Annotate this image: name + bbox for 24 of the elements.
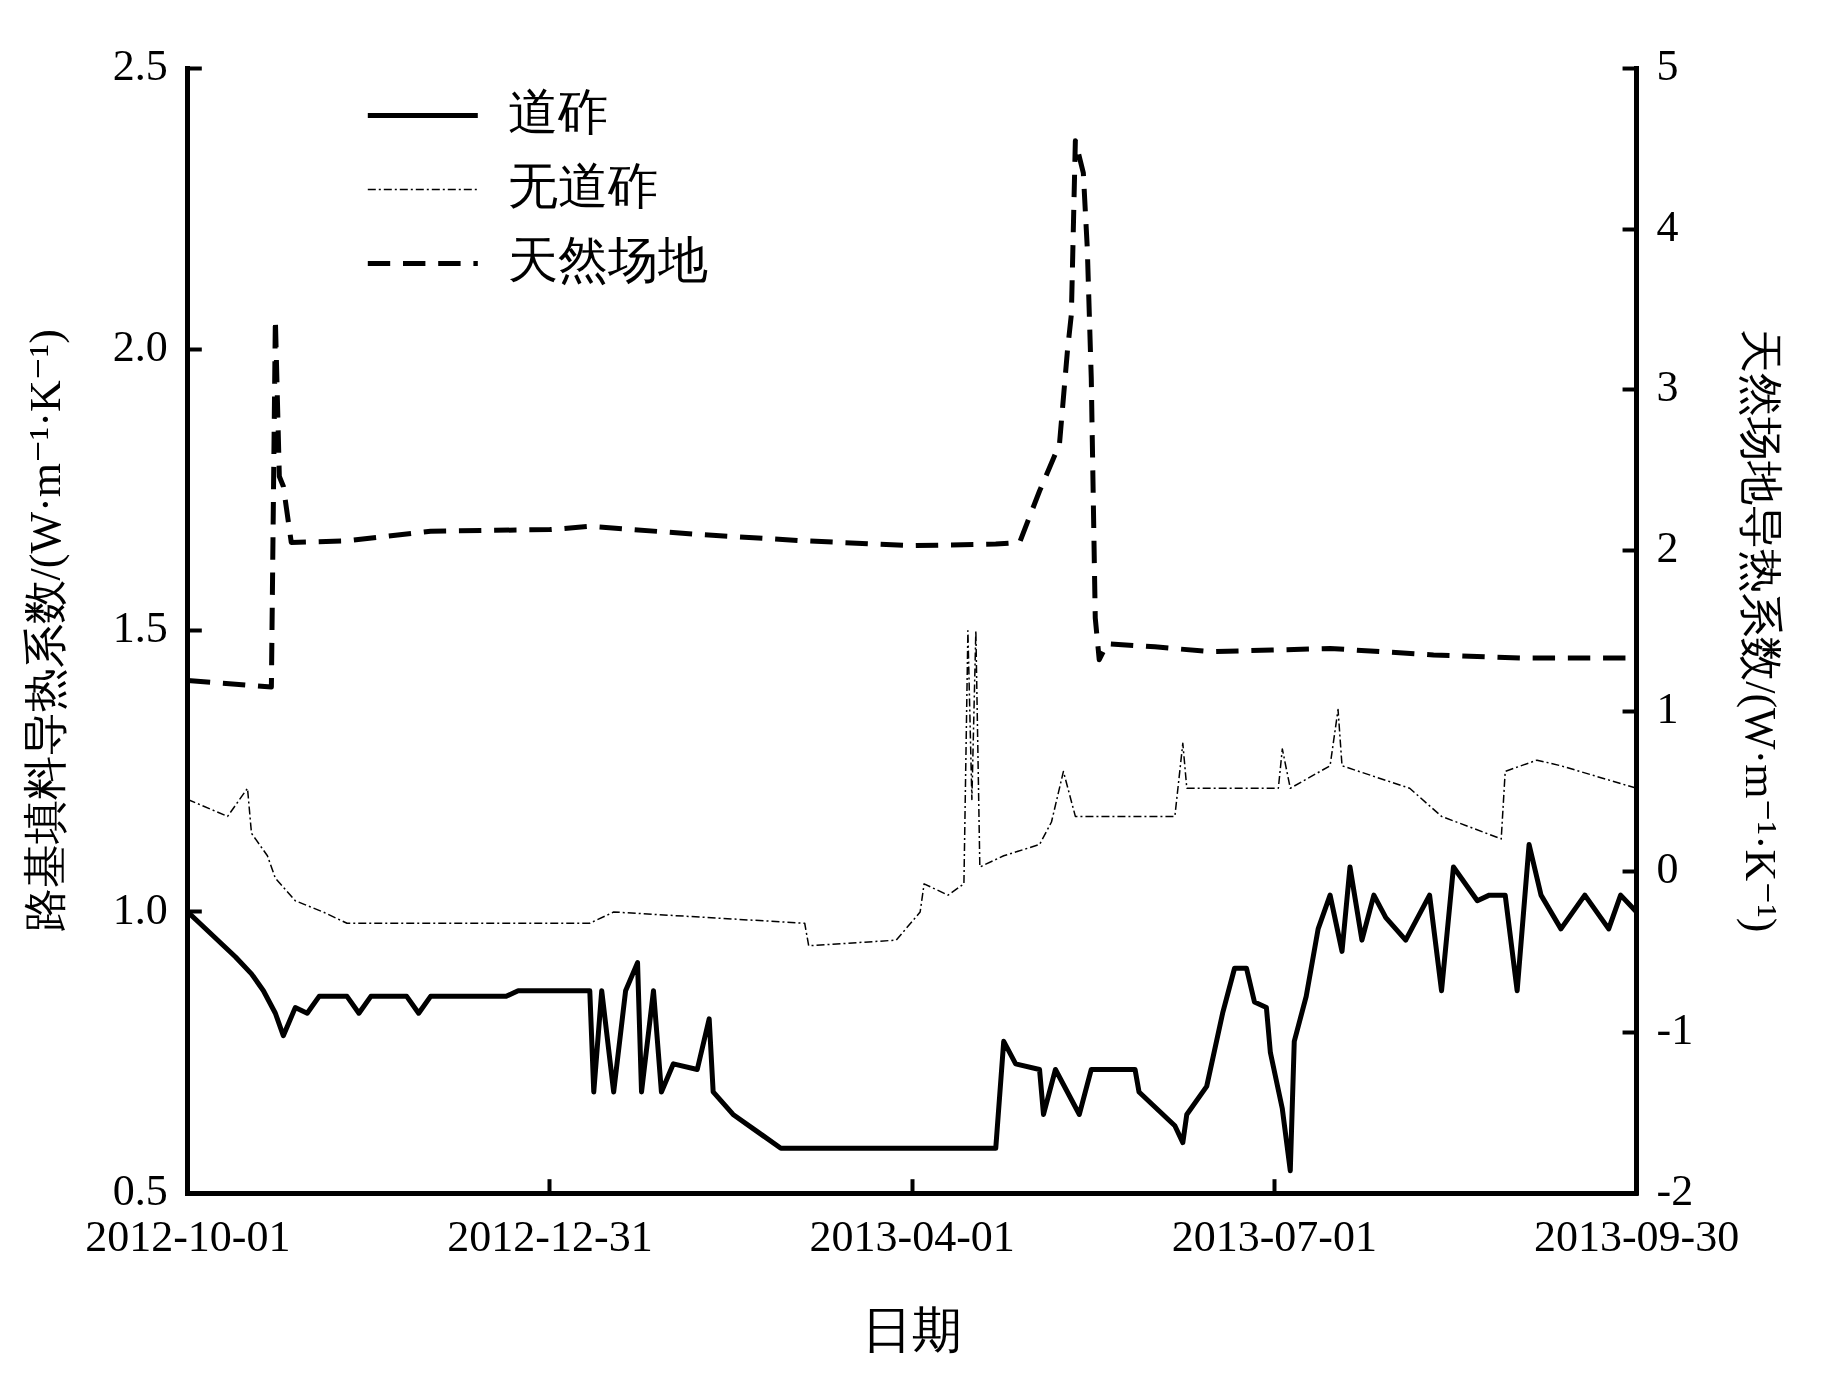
- x-tick-label: 2012-12-31: [447, 1212, 653, 1262]
- y-axis-title: 路基填料导热系数/(W·m⁻¹·K⁻¹): [20, 329, 70, 933]
- y-tick-label: 2.5: [112, 40, 168, 90]
- y-tick-label: 1.5: [112, 603, 168, 653]
- legend-label: 天然场地: [507, 231, 708, 288]
- y-tick-label: 2.0: [112, 322, 168, 372]
- legend-label: 道砟: [507, 83, 608, 140]
- x-tick-label: 2013-04-01: [809, 1212, 1015, 1262]
- y-tick-label: 0.5: [112, 1165, 168, 1215]
- legend-label: 无道砟: [507, 157, 658, 214]
- y2-tick-label: 5: [1656, 40, 1679, 90]
- y2-axis-title: 天然场地导热系数/(W·m⁻¹·K⁻¹): [1736, 329, 1786, 933]
- x-axis-title: 日期: [862, 1302, 963, 1359]
- y2-tick-label: 4: [1656, 201, 1679, 251]
- y2-tick-label: -2: [1656, 1165, 1694, 1215]
- x-tick-label: 2012-10-01: [85, 1212, 291, 1262]
- y2-tick-label: 1: [1656, 683, 1679, 733]
- y2-tick-label: 0: [1656, 844, 1679, 894]
- y2-tick-label: -1: [1656, 1005, 1694, 1055]
- y2-tick-label: 2: [1656, 523, 1679, 573]
- y-tick-label: 1.0: [112, 884, 168, 934]
- x-tick-label: 2013-09-30: [1533, 1212, 1740, 1262]
- y2-tick-label: 3: [1656, 362, 1679, 412]
- x-tick-label: 2013-07-01: [1171, 1212, 1378, 1262]
